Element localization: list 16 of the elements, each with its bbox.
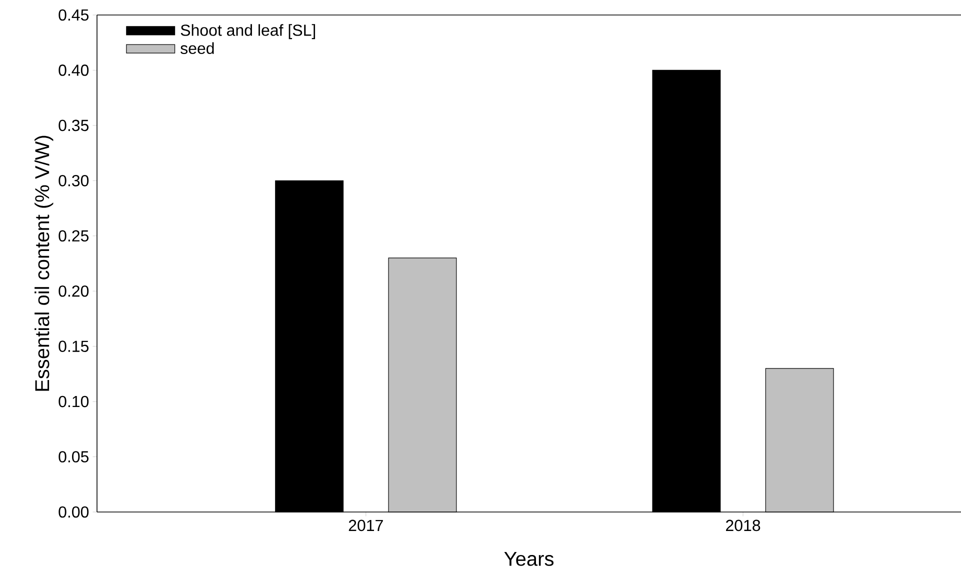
y-tick-label: 0.10 [58, 396, 89, 408]
y-axis-title: Essential oil content (% V/W) [34, 136, 54, 391]
y-tick-label: 0.40 [58, 64, 89, 76]
x-tick-label: 2017 [348, 520, 383, 532]
legend-label: Shoot and leaf [SL] [180, 24, 316, 40]
y-tick-label: 0.15 [58, 340, 89, 352]
x-tick-label: 2018 [726, 520, 760, 532]
y-tick-label: 0.00 [58, 506, 89, 518]
y-tick-label: 0.35 [58, 120, 89, 132]
y-tick-label: 0.45 [58, 9, 89, 21]
y-tick-label: 0.25 [58, 230, 89, 242]
y-tick-label: 0.30 [58, 175, 89, 186]
y-tick-label: 0.05 [58, 451, 89, 462]
legend-label: seed [180, 42, 214, 54]
x-axis-title: Years [504, 552, 554, 566]
y-tick-label: 0.20 [58, 285, 89, 297]
